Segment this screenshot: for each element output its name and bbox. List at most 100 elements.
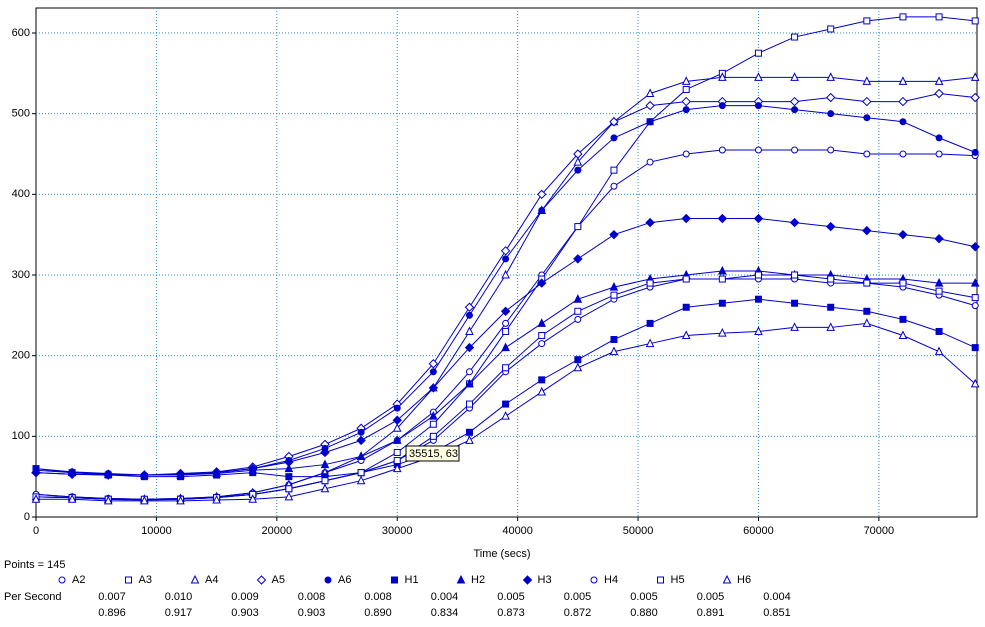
- marker: [392, 463, 402, 473]
- marker: [140, 495, 149, 505]
- marker: [212, 494, 221, 504]
- marker: [934, 277, 944, 287]
- marker: [754, 326, 763, 335]
- marker: [609, 281, 619, 291]
- marker: [284, 463, 294, 473]
- r2-value: 0.903: [231, 607, 259, 619]
- x-tick-label: 70000: [864, 525, 895, 537]
- marker: [573, 156, 583, 166]
- marker: [682, 85, 690, 93]
- marker: [682, 303, 690, 311]
- marker: [899, 279, 907, 287]
- marker: [285, 473, 293, 481]
- marker: [465, 326, 474, 335]
- marker: [393, 404, 401, 412]
- marker: [645, 88, 655, 98]
- marker: [464, 302, 475, 312]
- marker: [646, 158, 654, 166]
- marker: [681, 96, 691, 107]
- rate-value: 0.007: [98, 591, 126, 603]
- marker: [502, 327, 510, 335]
- legend-marker: [256, 575, 267, 585]
- legend-label: H2: [471, 574, 485, 586]
- marker: [428, 359, 439, 369]
- marker: [754, 102, 762, 110]
- marker: [827, 146, 835, 154]
- marker: [501, 411, 510, 420]
- rate-value: 0.005: [564, 591, 592, 603]
- marker: [356, 435, 366, 446]
- marker: [67, 469, 77, 479]
- marker: [31, 467, 41, 478]
- marker: [971, 17, 979, 25]
- marker: [284, 457, 294, 467]
- marker: [935, 287, 943, 295]
- marker: [754, 271, 762, 279]
- marker: [863, 114, 871, 122]
- marker: [971, 302, 979, 310]
- marker: [538, 340, 546, 348]
- rate-value: 0.005: [697, 591, 725, 603]
- marker: [428, 383, 439, 393]
- rate-label: Per Second: [4, 591, 61, 603]
- marker: [646, 279, 654, 287]
- marker: [501, 269, 510, 279]
- marker: [31, 494, 41, 503]
- marker: [573, 362, 583, 372]
- marker: [754, 49, 762, 57]
- marker: [754, 72, 763, 81]
- marker: [465, 368, 473, 376]
- legend-label: H3: [538, 574, 552, 586]
- rate-value: 0.005: [630, 591, 658, 603]
- marker: [899, 13, 907, 21]
- marker: [502, 319, 510, 327]
- marker: [175, 469, 186, 479]
- marker: [429, 420, 437, 428]
- marker: [791, 33, 799, 41]
- marker: [789, 217, 800, 228]
- r2-value: 0.891: [697, 607, 725, 619]
- marker: [464, 342, 475, 353]
- marker: [429, 368, 437, 376]
- marker: [970, 92, 980, 103]
- marker: [789, 96, 800, 107]
- marker: [934, 76, 944, 85]
- marker: [863, 279, 871, 287]
- marker: [574, 315, 582, 323]
- marker: [718, 327, 727, 337]
- marker: [610, 291, 618, 299]
- marker: [574, 166, 582, 174]
- marker: [826, 72, 836, 81]
- marker: [392, 423, 402, 432]
- marker: [863, 150, 871, 158]
- marker: [609, 117, 619, 127]
- tooltip-box: [405, 445, 460, 462]
- marker: [898, 76, 908, 85]
- legend-label: A5: [272, 574, 285, 586]
- marker: [862, 318, 872, 327]
- marker: [827, 275, 835, 283]
- marker: [465, 435, 474, 444]
- r2-value: 0.873: [497, 607, 525, 619]
- y-tick-label: 600: [12, 27, 30, 39]
- marker: [211, 467, 222, 478]
- marker: [827, 25, 835, 33]
- legend-marker: [58, 576, 66, 584]
- marker: [682, 106, 690, 114]
- legend-marker: [125, 576, 132, 584]
- marker: [971, 344, 979, 352]
- marker: [537, 278, 547, 288]
- legend-marker: [391, 576, 398, 584]
- marker: [574, 356, 582, 364]
- y-tick-label: 400: [12, 188, 30, 200]
- legend-label: A2: [72, 574, 85, 586]
- marker: [826, 322, 836, 331]
- legend-label: A6: [338, 574, 351, 586]
- marker: [610, 134, 618, 142]
- marker: [609, 346, 619, 356]
- x-tick-label: 60000: [743, 525, 774, 537]
- marker: [392, 435, 402, 444]
- marker: [429, 432, 437, 440]
- marker: [320, 459, 330, 469]
- marker: [500, 306, 511, 317]
